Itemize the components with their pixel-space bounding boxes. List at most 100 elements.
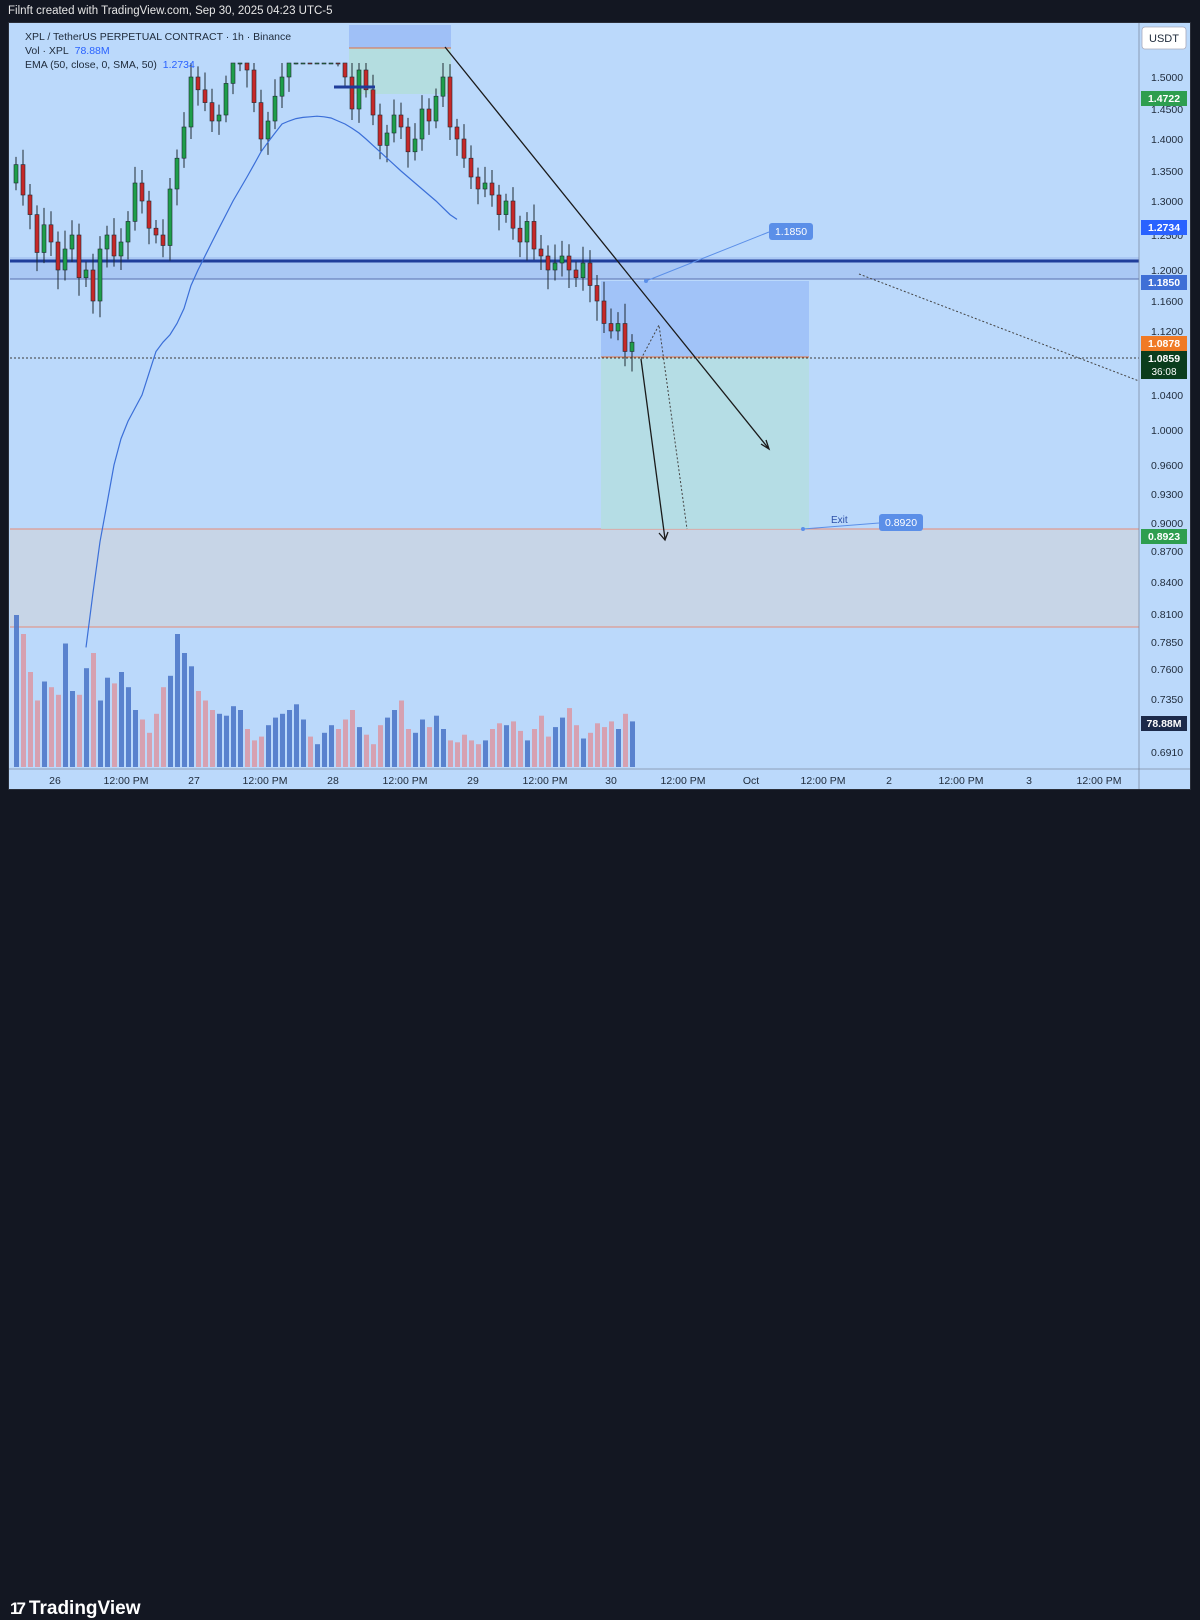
candle-body bbox=[503, 200, 509, 215]
demand-zone bbox=[10, 529, 1139, 627]
x-tick-label: 30 bbox=[605, 775, 617, 787]
tradingview-logo[interactable]: 17 TradingView bbox=[10, 1598, 141, 1620]
volume-bar bbox=[231, 706, 236, 767]
y-tick-label: 1.1200 bbox=[1151, 326, 1183, 338]
volume-bar bbox=[371, 744, 376, 767]
candle-body bbox=[321, 62, 327, 65]
y-tick-label: 0.9600 bbox=[1151, 460, 1183, 472]
candle-body bbox=[265, 120, 271, 140]
price-tag-label: 78.88M bbox=[1146, 718, 1181, 730]
x-tick-label: 12:00 PM bbox=[243, 775, 288, 787]
volume-bar bbox=[322, 732, 327, 767]
price-tag-ema bbox=[1141, 220, 1187, 235]
symbol-title: XPL / TetherUS PERPETUAL CONTRACT · 1h ·… bbox=[25, 31, 292, 43]
volume-bar bbox=[238, 710, 243, 767]
dotted-trendline bbox=[858, 273, 1140, 382]
volume-bar bbox=[126, 687, 131, 767]
volume-bar bbox=[609, 721, 614, 767]
price-tag-target bbox=[1141, 91, 1187, 106]
symbol-legend[interactable]: XPL / TetherUS PERPETUAL CONTRACT · 1h ·… bbox=[25, 31, 291, 43]
volume-bar bbox=[532, 729, 537, 767]
volume-bar bbox=[301, 719, 306, 767]
volume-unit: M bbox=[100, 45, 110, 57]
y-tick-label: 0.9300 bbox=[1151, 489, 1183, 501]
candle-body bbox=[279, 76, 285, 97]
y-tick-label: 1.2000 bbox=[1151, 265, 1183, 277]
volume-bar bbox=[91, 653, 96, 767]
y-tick-label: 0.6910 bbox=[1151, 747, 1183, 759]
volume-bar bbox=[378, 725, 383, 767]
candle-body bbox=[237, 62, 243, 65]
projection-arrow bbox=[640, 358, 666, 540]
volume-bar bbox=[161, 687, 166, 767]
candle-body bbox=[314, 62, 320, 65]
annotation-1185: 1.1850 bbox=[775, 226, 807, 238]
volume-bar bbox=[63, 643, 68, 767]
volume-bar bbox=[140, 719, 145, 767]
volume-bar bbox=[273, 717, 278, 767]
callout-dot bbox=[801, 527, 805, 531]
candle-body bbox=[573, 269, 579, 279]
volume-bar bbox=[329, 725, 334, 767]
candle-body bbox=[118, 241, 124, 257]
candle-body bbox=[69, 234, 75, 250]
price-chart[interactable]: 1.1850 Exit 0.8920 1.5000 1.4500 1.4000 1.3500… bbox=[9, 23, 1190, 789]
y-tick-label: 1.4000 bbox=[1151, 134, 1183, 146]
volume-bar bbox=[14, 615, 19, 767]
price-axis bbox=[1139, 23, 1190, 767]
volume-bar bbox=[315, 744, 320, 767]
volume-bar bbox=[77, 694, 82, 767]
candle-body bbox=[608, 323, 614, 332]
y-tick-label: 0.8400 bbox=[1151, 577, 1183, 589]
price-tag-target bbox=[1141, 529, 1187, 544]
candle-body bbox=[405, 126, 411, 153]
volume-bar bbox=[56, 694, 61, 767]
x-tick-label: 12:00 PM bbox=[801, 775, 846, 787]
candle-body bbox=[48, 224, 54, 243]
candle-body bbox=[34, 214, 40, 253]
volume-bar bbox=[189, 666, 194, 767]
candle-body bbox=[629, 341, 635, 352]
candle-body bbox=[146, 200, 152, 229]
candle-body bbox=[531, 221, 537, 250]
y-tick-label: 1.0400 bbox=[1151, 390, 1183, 402]
volume-bar bbox=[49, 687, 54, 767]
volume-bar bbox=[294, 704, 299, 767]
callout-line-1185 bbox=[645, 231, 770, 282]
candle-body bbox=[482, 182, 488, 190]
candle-body bbox=[433, 95, 439, 122]
price-tag-label: 1.0878 bbox=[1148, 338, 1180, 350]
volume-bar bbox=[518, 730, 523, 767]
x-tick-label: 12:00 PM bbox=[661, 775, 706, 787]
volume-bar bbox=[336, 729, 341, 767]
volume-bar bbox=[567, 708, 572, 767]
stop-box bbox=[601, 281, 809, 357]
volume-bar bbox=[406, 729, 411, 767]
volume-bar bbox=[434, 715, 439, 767]
chart-credit: Filnft created with TradingView.com, Sep… bbox=[8, 5, 333, 17]
volume-bar bbox=[497, 723, 502, 767]
candle-body bbox=[454, 126, 460, 140]
ema-legend[interactable]: EMA (50, close, 0, SMA, 50) 1.2734 bbox=[25, 59, 195, 71]
x-tick-label: 28 bbox=[327, 775, 339, 787]
candle-body bbox=[76, 234, 82, 279]
candle-body bbox=[510, 200, 516, 229]
candle-body bbox=[468, 157, 474, 178]
candle-body bbox=[153, 227, 159, 236]
x-tick-label: 12:00 PM bbox=[523, 775, 568, 787]
volume-bar bbox=[588, 732, 593, 767]
volume-legend[interactable]: Vol · XPL 78.88M bbox=[25, 45, 110, 57]
chart-frame[interactable]: 1.1850 Exit 0.8920 1.5000 1.4500 1.4000 1.3500… bbox=[8, 22, 1191, 790]
candle-body bbox=[293, 62, 299, 65]
candle-body bbox=[622, 323, 628, 352]
y-tick-label: 0.9000 bbox=[1151, 518, 1183, 530]
candle-body bbox=[461, 138, 467, 159]
price-tag-label: 0.8923 bbox=[1148, 531, 1180, 543]
y-tick-label: 1.3500 bbox=[1151, 166, 1183, 178]
x-tick-label: 26 bbox=[49, 775, 61, 787]
candle-body bbox=[139, 182, 145, 202]
volume-bar bbox=[448, 740, 453, 767]
candle-body bbox=[41, 224, 47, 253]
candle-body bbox=[230, 62, 236, 84]
candle-body bbox=[328, 62, 334, 65]
